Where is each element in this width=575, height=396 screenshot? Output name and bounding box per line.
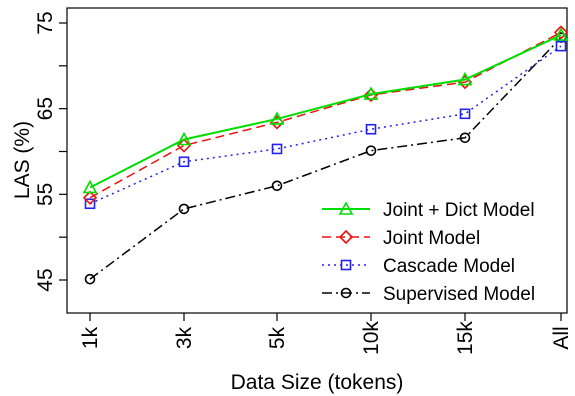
x-tick-label: 10k bbox=[360, 321, 383, 355]
y-axis: 45 55 65 75 bbox=[34, 11, 67, 292]
legend-marker bbox=[340, 259, 352, 271]
x-tick-label: 3k bbox=[173, 326, 196, 349]
legend-label: Supervised Model bbox=[383, 284, 535, 305]
legend-label: Cascade Model bbox=[383, 256, 515, 277]
data-point bbox=[178, 203, 190, 215]
data-point bbox=[365, 145, 377, 156]
data-point bbox=[363, 86, 379, 100]
y-tick-label: 45 bbox=[34, 268, 57, 291]
data-point bbox=[176, 131, 192, 146]
data-point bbox=[555, 40, 567, 52]
series-layer bbox=[82, 25, 569, 285]
series-joint-dict-model bbox=[82, 27, 569, 194]
x-tick-label: 15k bbox=[454, 321, 477, 355]
series-supervised-model bbox=[84, 32, 567, 285]
legend-marker bbox=[338, 201, 354, 215]
x-axis: 1k 3k 5k 10k 15k All bbox=[79, 313, 573, 355]
legend-marker bbox=[340, 287, 352, 299]
data-point bbox=[84, 273, 96, 285]
x-tick-label: 1k bbox=[79, 326, 102, 349]
data-point bbox=[459, 108, 471, 120]
series-line bbox=[89, 34, 562, 189]
series-line bbox=[89, 31, 562, 199]
legend: Joint + Dict Model Joint Model Cascade Mod… bbox=[322, 200, 535, 305]
data-point bbox=[84, 198, 96, 210]
legend-label: Joint Model bbox=[383, 228, 480, 249]
legend-item: Joint + Dict Model bbox=[322, 200, 535, 221]
data-point bbox=[365, 123, 377, 135]
series-line bbox=[89, 37, 562, 280]
data-point bbox=[553, 25, 569, 40]
data-point bbox=[459, 132, 471, 144]
plot-frame bbox=[66, 7, 568, 314]
data-point bbox=[271, 143, 283, 155]
series-joint-model bbox=[82, 25, 569, 205]
x-tick-label: All bbox=[550, 326, 573, 349]
y-tick-label: 65 bbox=[34, 97, 57, 120]
legend-label: Joint + Dict Model bbox=[383, 200, 535, 221]
data-point bbox=[176, 138, 192, 153]
data-point bbox=[269, 111, 285, 125]
legend-item: Cascade Model bbox=[322, 256, 515, 277]
legend-marker bbox=[338, 229, 354, 245]
data-point bbox=[457, 71, 473, 86]
data-point bbox=[82, 179, 98, 194]
legend-item: Supervised Model bbox=[322, 284, 535, 305]
series-line bbox=[89, 45, 562, 205]
data-point bbox=[82, 190, 98, 205]
x-tick-label: 5k bbox=[266, 326, 289, 349]
data-point bbox=[178, 156, 190, 168]
y-axis-label: LAS (%) bbox=[11, 121, 34, 199]
data-point bbox=[553, 27, 569, 41]
y-tick-label: 55 bbox=[34, 183, 57, 206]
series-cascade-model bbox=[84, 40, 567, 210]
legend-item: Joint Model bbox=[322, 228, 480, 249]
x-axis-label: Data Size (tokens) bbox=[231, 371, 404, 394]
y-tick-label: 75 bbox=[34, 11, 57, 34]
data-point bbox=[271, 180, 283, 192]
